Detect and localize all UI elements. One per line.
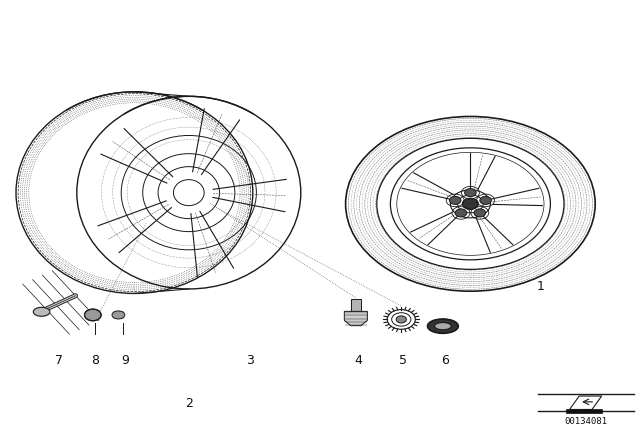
Text: 3: 3 xyxy=(246,354,253,367)
Polygon shape xyxy=(570,396,602,409)
Text: 6: 6 xyxy=(441,354,449,367)
Text: 8: 8 xyxy=(91,354,99,367)
Ellipse shape xyxy=(435,323,451,330)
Polygon shape xyxy=(344,311,367,326)
Ellipse shape xyxy=(480,196,492,204)
Ellipse shape xyxy=(428,319,458,333)
Polygon shape xyxy=(351,299,361,311)
Ellipse shape xyxy=(474,209,486,217)
Ellipse shape xyxy=(112,311,125,319)
Text: 7: 7 xyxy=(55,354,63,367)
Text: 1: 1 xyxy=(537,280,545,293)
Polygon shape xyxy=(566,409,602,413)
Text: 2: 2 xyxy=(185,396,193,410)
Text: 5: 5 xyxy=(399,354,407,367)
Ellipse shape xyxy=(33,307,50,316)
Ellipse shape xyxy=(462,198,479,209)
Ellipse shape xyxy=(396,316,406,323)
Ellipse shape xyxy=(84,309,101,321)
Text: 00134081: 00134081 xyxy=(564,417,607,426)
Ellipse shape xyxy=(449,196,461,204)
Ellipse shape xyxy=(465,189,476,197)
Text: 4: 4 xyxy=(355,354,362,367)
Text: 9: 9 xyxy=(121,354,129,367)
Ellipse shape xyxy=(455,209,467,217)
